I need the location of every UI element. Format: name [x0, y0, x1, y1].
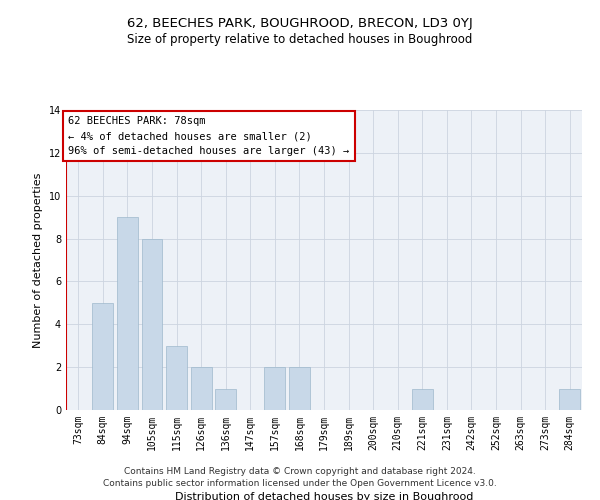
Text: Size of property relative to detached houses in Boughrood: Size of property relative to detached ho…	[127, 32, 473, 46]
Bar	[166, 346, 187, 410]
X-axis label: Distribution of detached houses by size in Boughrood: Distribution of detached houses by size …	[175, 492, 473, 500]
Bar	[412, 388, 433, 410]
Text: 62 BEECHES PARK: 78sqm
← 4% of detached houses are smaller (2)
96% of semi-detac: 62 BEECHES PARK: 78sqm ← 4% of detached …	[68, 116, 350, 156]
Bar	[289, 367, 310, 410]
Bar	[191, 367, 212, 410]
Text: Contains HM Land Registry data © Crown copyright and database right 2024.: Contains HM Land Registry data © Crown c…	[124, 467, 476, 476]
Bar	[92, 303, 113, 410]
Y-axis label: Number of detached properties: Number of detached properties	[33, 172, 43, 348]
Bar	[559, 388, 580, 410]
Bar	[117, 217, 138, 410]
Bar	[142, 238, 163, 410]
Bar	[265, 367, 286, 410]
Text: Contains public sector information licensed under the Open Government Licence v3: Contains public sector information licen…	[103, 478, 497, 488]
Bar	[215, 388, 236, 410]
Text: 62, BEECHES PARK, BOUGHROOD, BRECON, LD3 0YJ: 62, BEECHES PARK, BOUGHROOD, BRECON, LD3…	[127, 18, 473, 30]
